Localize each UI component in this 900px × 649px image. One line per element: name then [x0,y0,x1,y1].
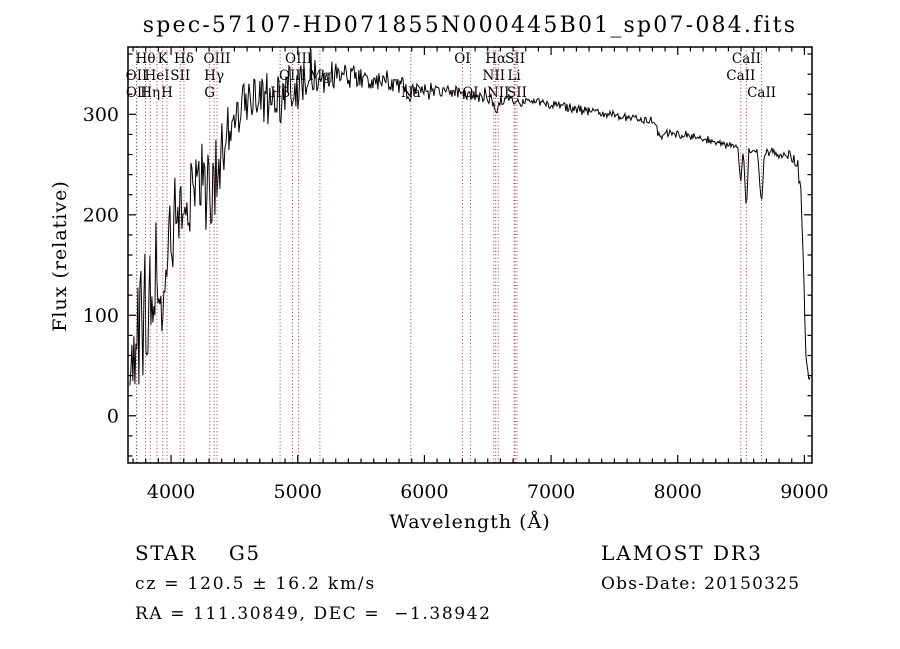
obs-date-label: Obs-Date: 20150325 [601,574,801,594]
object-class-line: STAR G5 [135,541,261,565]
spectral-line-label: CaII [747,85,776,101]
spectral-line-label: CaII [726,68,755,84]
spectral-line-label: Hδ [174,51,194,67]
x-tick-label: 6000 [400,481,448,503]
spectral-line-label: SII [170,68,190,84]
x-tick-labels: 4000 5000 6000 7000 8000 9000 [147,481,829,503]
spectral-line-label: OIII [203,51,230,67]
y-tick-label: 0 [107,405,119,427]
spectral-line-labels: OIIOIIHθHηHeIKHSIIHδGHγOIIIHβOIIIOIIIMgN… [126,51,776,101]
survey-label: LAMOST DR3 [601,541,763,565]
spectral-line-label: SII [505,51,525,67]
spectral-line-label: CaII [732,51,761,67]
spectral-line-label: Hα [485,51,506,67]
spectral-line-label: K [158,51,169,67]
spectral-line-label: OII [126,68,148,84]
x-tick-label: 8000 [654,481,702,503]
y-tick-label: 100 [83,305,119,327]
plot-title: spec-57107-HD071855N000445B01_sp07-084.f… [142,13,798,38]
spectral-line-label: G [204,85,215,101]
axis-ticks [128,47,812,463]
spectrum-trace [129,49,811,386]
spectral-line-label: OI [454,51,470,67]
object-class: STAR [135,541,197,565]
object-subclass: G5 [228,541,261,565]
spectral-line-label: Hθ [136,51,156,67]
spectral-line-label: NII [487,85,509,101]
spectral-line-label: HeI [144,68,169,84]
spectral-line-label: Hγ [204,68,224,84]
y-axis-label: Flux (relative) [49,180,71,332]
spectral-line-label: NII [483,68,505,84]
y-tick-labels: 0 100 200 300 [83,104,119,427]
x-tick-label: 7000 [527,481,575,503]
x-axis-label: Wavelength (Å) [389,511,551,533]
spectral-line-markers [136,47,763,463]
spectral-line-label: OII [126,85,148,101]
x-tick-label: 9000 [780,481,828,503]
y-tick-label: 200 [83,204,119,226]
spectral-line-label: Hη [140,85,160,101]
spectral-line-label: H [161,85,173,101]
cz-line: cz = 120.5 ± 16.2 km/s [135,574,376,594]
radec-line: RA = 111.30849, DEC = −1.38942 [135,604,492,624]
x-tick-label: 5000 [274,481,322,503]
spectral-line-label: Li [507,68,521,84]
y-tick-label: 300 [83,104,119,126]
spectral-line-label: OIII [285,51,312,67]
x-tick-label: 4000 [147,481,195,503]
